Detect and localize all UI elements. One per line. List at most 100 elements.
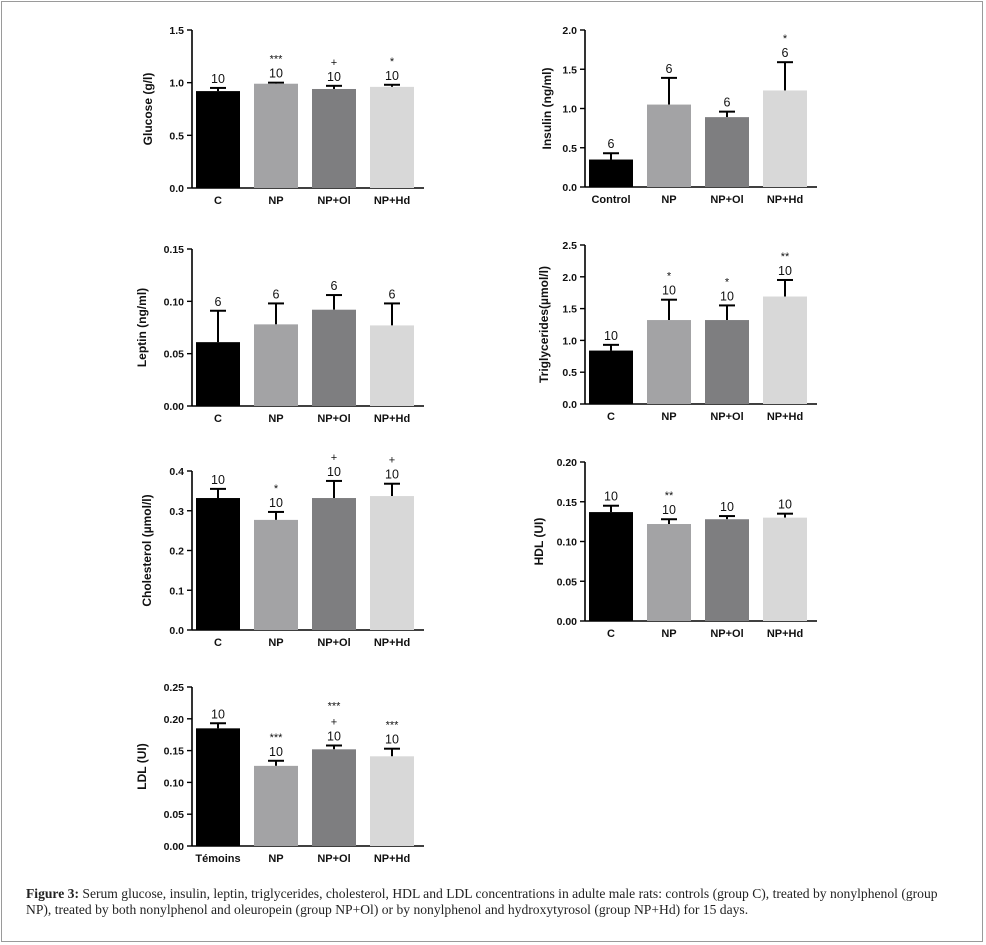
cholesterol-x-tick-label: C (214, 637, 222, 649)
hdl-n-label: 10 (662, 503, 676, 517)
glucose-significance-label: * (390, 56, 395, 68)
insulin-x-tick-label: NP+Hd (767, 194, 803, 206)
triglycerides-n-label: 10 (720, 289, 734, 303)
ldl-significance-label: *** (386, 720, 400, 732)
hdl-significance-label: ** (665, 490, 674, 502)
cholesterol-y-tick-label: 0.0 (169, 625, 184, 637)
cholesterol-x-tick-label: NP+Hd (374, 637, 410, 649)
cholesterol-n-label: 10 (269, 496, 283, 510)
insulin-bar (705, 117, 749, 187)
insulin-y-tick-label: 0.0 (562, 182, 577, 194)
triglycerides-x-tick-label: NP+Hd (767, 411, 803, 423)
glucose-y-tick-label: 0.0 (169, 183, 184, 195)
ldl-significance-label: + (331, 717, 337, 729)
insulin-y-tick-label: 2.0 (562, 25, 577, 37)
leptin-n-label: 6 (273, 287, 280, 301)
glucose-n-label: 10 (269, 67, 283, 81)
hdl-y-tick-label: 0.10 (557, 537, 578, 549)
ldl-y-tick-label: 0.10 (164, 777, 185, 789)
glucose-x-tick-label: NP (268, 195, 283, 207)
hdl-x-tick-label: C (607, 628, 615, 640)
hdl-x-tick-label: NP+Ol (710, 628, 743, 640)
hdl-y-tick-label: 0.00 (557, 616, 578, 628)
leptin-n-label: 6 (389, 287, 396, 301)
leptin-x-tick-label: NP+Hd (374, 413, 410, 425)
hdl-y-tick-label: 0.05 (557, 576, 578, 588)
leptin-y-tick-label: 0.00 (164, 401, 185, 413)
leptin-bar (254, 324, 298, 406)
ldl-y-tick-label: 0.20 (164, 714, 185, 726)
glucose-y-tick-label: 0.5 (169, 130, 184, 142)
cholesterol-significance-label: + (389, 455, 395, 467)
leptin-x-tick-label: NP (268, 413, 283, 425)
glucose-bar (312, 88, 356, 188)
ldl-bar (312, 749, 356, 846)
glucose-y-axis-title: Glucose (g/l) (141, 73, 155, 146)
glucose-n-label: 10 (327, 70, 341, 84)
ldl-bar (254, 765, 298, 846)
cholesterol-y-axis-title: Cholesterol (µmol/l) (140, 494, 154, 606)
hdl-bar (647, 524, 691, 621)
insulin-x-tick-label: NP+Ol (710, 194, 743, 206)
triglycerides-y-tick-label: 2.5 (562, 240, 577, 252)
insulin-x-tick-label: NP (661, 194, 676, 206)
ldl-x-tick-label: NP (268, 853, 283, 865)
triglycerides-x-tick-label: NP (661, 411, 676, 423)
hdl-n-label: 10 (604, 490, 618, 504)
hdl-y-tick-label: 0.20 (557, 457, 578, 469)
triglycerides-bar (705, 320, 749, 404)
leptin-x-tick-label: C (214, 413, 222, 425)
ldl-y-axis-title: LDL (UI) (135, 743, 149, 789)
insulin-n-label: 6 (782, 46, 789, 60)
cholesterol-y-tick-label: 0.2 (169, 546, 184, 558)
triglycerides-y-tick-label: 2.0 (562, 272, 577, 284)
insulin-y-tick-label: 0.5 (562, 143, 577, 155)
ldl-n-label: 10 (385, 733, 399, 747)
insulin-n-label: 6 (608, 137, 615, 151)
glucose-y-tick-label: 1.0 (169, 78, 184, 90)
triglycerides-n-label: 10 (662, 284, 676, 298)
triglycerides-significance-label: * (667, 271, 672, 283)
ldl-bar (370, 756, 414, 846)
triglycerides-y-axis-title: Triglycerides(µmol/l) (537, 266, 551, 383)
ldl-n-label: 10 (269, 745, 283, 759)
glucose-x-tick-label: C (214, 195, 222, 207)
ldl-y-tick-label: 0.05 (164, 809, 185, 821)
hdl-bar (763, 517, 807, 621)
cholesterol-y-tick-label: 0.4 (169, 466, 184, 478)
hdl-y-tick-label: 0.15 (557, 497, 578, 509)
leptin-bar (370, 325, 414, 406)
triglycerides-n-label: 10 (604, 329, 618, 343)
insulin-y-axis-title: Insulin (ng/ml) (540, 68, 554, 150)
glucose-y-tick-label: 1.5 (169, 25, 184, 37)
leptin-bar (312, 309, 356, 406)
leptin-bar (196, 342, 240, 406)
cholesterol-y-tick-label: 0.3 (169, 506, 184, 518)
triglycerides-bar (763, 296, 807, 404)
triglycerides-y-tick-label: 0.0 (562, 399, 577, 411)
insulin-bar (763, 90, 807, 187)
glucose-n-label: 10 (211, 72, 225, 86)
triglycerides-significance-label: ** (781, 251, 790, 263)
ldl-significance-label: *** (270, 732, 284, 744)
glucose-significance-label: + (331, 57, 337, 69)
triglycerides-n-label: 10 (778, 264, 792, 278)
leptin-y-axis-title: Leptin (ng/ml) (135, 288, 149, 367)
caption-text: Serum glucose, insulin, leptin, triglyce… (26, 886, 938, 917)
cholesterol-significance-label: * (274, 483, 279, 495)
glucose-n-label: 10 (385, 69, 399, 83)
cholesterol-bar (370, 496, 414, 630)
glucose-bar (254, 83, 298, 188)
triglycerides-y-tick-label: 1.0 (562, 335, 577, 347)
ldl-n-label: 10 (211, 707, 225, 721)
ldl-n-label: 10 (327, 730, 341, 744)
ldl-x-tick-label: NP+Hd (374, 853, 410, 865)
hdl-bar (589, 512, 633, 621)
cholesterol-x-tick-label: NP (268, 637, 283, 649)
triglycerides-y-tick-label: 1.5 (562, 304, 577, 316)
glucose-significance-label: *** (270, 54, 284, 66)
triglycerides-bar (589, 350, 633, 404)
glucose-x-tick-label: NP+Hd (374, 195, 410, 207)
hdl-n-label: 10 (720, 500, 734, 514)
